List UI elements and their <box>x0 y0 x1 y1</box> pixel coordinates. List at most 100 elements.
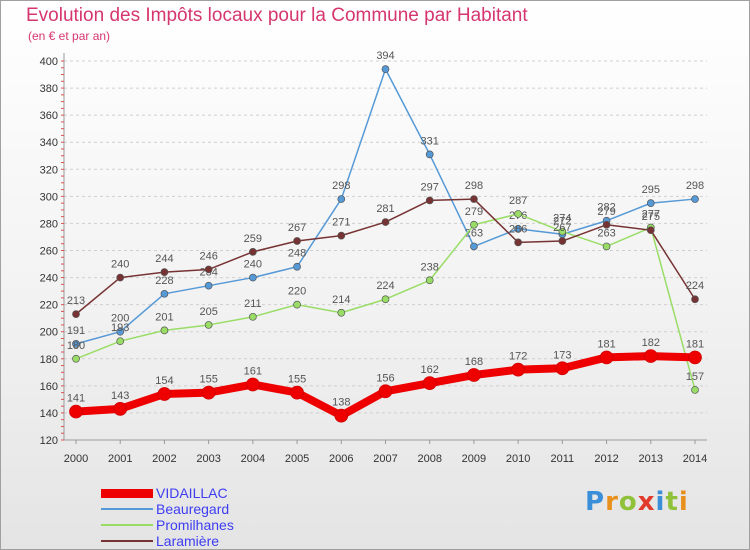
data-label-larami-re: 213 <box>67 295 85 307</box>
y-tick-label: 180 <box>40 354 58 366</box>
data-label-beauregard: 295 <box>642 184 660 196</box>
data-point-larami-re <box>691 295 699 304</box>
y-tick-label: 120 <box>40 435 58 447</box>
data-label-promilhanes: 205 <box>199 306 217 318</box>
data-point-promilhanes <box>514 210 522 218</box>
data-point-larami-re <box>204 265 213 274</box>
data-label-larami-re: 240 <box>111 259 129 271</box>
x-tick-label: 2011 <box>551 453 575 465</box>
data-point-promilhanes <box>116 337 125 346</box>
data-label-vidaillac: 161 <box>244 366 262 378</box>
legend-swatch-vidaillac <box>101 488 153 498</box>
data-point-beauregard <box>337 195 346 203</box>
data-label-larami-re: 266 <box>509 223 527 235</box>
data-label-promilhanes: 193 <box>111 322 129 334</box>
y-tick-label: 300 <box>40 191 58 203</box>
data-label-larami-re: 267 <box>553 222 571 234</box>
y-tick-label: 400 <box>40 56 58 68</box>
data-point-vidaillac <box>378 384 393 399</box>
y-tick-label: 240 <box>40 273 58 285</box>
data-point-vidaillac <box>422 376 437 390</box>
data-label-vidaillac: 182 <box>642 337 660 349</box>
data-label-larami-re: 267 <box>288 222 306 234</box>
x-tick-label: 2000 <box>64 453 88 465</box>
data-label-larami-re: 281 <box>376 203 394 215</box>
data-label-vidaillac: 162 <box>421 364 439 376</box>
data-point-promilhanes <box>425 276 434 285</box>
data-label-promilhanes: 279 <box>465 206 483 218</box>
data-label-vidaillac: 154 <box>155 375 173 387</box>
data-label-larami-re: 246 <box>199 250 217 262</box>
data-label-promilhanes: 180 <box>67 340 85 352</box>
logo-letter: i <box>678 487 689 517</box>
data-point-promilhanes <box>381 295 390 304</box>
data-point-promilhanes <box>558 227 567 236</box>
data-label-beauregard: 200 <box>111 313 129 325</box>
x-tick-label: 2010 <box>506 453 530 465</box>
data-label-promilhanes: 214 <box>332 294 350 306</box>
data-point-vidaillac <box>467 368 481 382</box>
data-label-beauregard: 228 <box>155 275 173 287</box>
data-label-beauregard: 282 <box>597 202 615 214</box>
y-tick-label: 280 <box>40 218 58 230</box>
data-point-beauregard <box>293 262 301 271</box>
data-label-promilhanes: 157 <box>686 371 704 383</box>
data-point-vidaillac <box>599 350 614 365</box>
x-tick-label: 2002 <box>152 453 176 465</box>
data-point-vidaillac <box>334 408 349 423</box>
chart-subtitle: (en € et par an) <box>28 29 111 43</box>
data-label-beauregard: 298 <box>686 180 704 192</box>
data-label-larami-re: 297 <box>421 181 439 193</box>
logo-letter: P <box>585 487 606 517</box>
data-label-larami-re: 259 <box>244 233 262 245</box>
data-point-beauregard <box>249 273 257 282</box>
data-label-promilhanes: 263 <box>597 227 615 239</box>
data-label-promilhanes: 287 <box>509 195 527 207</box>
y-tick-label: 320 <box>40 164 58 176</box>
data-label-vidaillac: 168 <box>465 356 483 368</box>
data-label-vidaillac: 155 <box>199 374 217 386</box>
data-label-vidaillac: 181 <box>597 338 615 350</box>
data-point-promilhanes <box>293 300 301 309</box>
x-tick-label: 2004 <box>241 453 265 465</box>
legend-label-vidaillac: VIDAILLAC <box>156 485 228 501</box>
data-label-promilhanes: 201 <box>155 311 173 323</box>
data-label-larami-re: 244 <box>155 253 173 265</box>
data-point-promilhanes <box>72 354 80 363</box>
data-point-vidaillac <box>246 377 260 392</box>
data-point-beauregard <box>204 281 213 290</box>
data-point-beauregard <box>381 65 390 73</box>
data-label-vidaillac: 155 <box>288 374 306 386</box>
x-tick-label: 2009 <box>462 453 486 465</box>
data-point-vidaillac <box>69 404 83 419</box>
data-label-promilhanes: 238 <box>421 261 439 273</box>
y-tick-label: 140 <box>40 408 58 420</box>
data-point-larami-re <box>381 218 390 226</box>
data-label-beauregard: 394 <box>376 50 394 62</box>
data-point-vidaillac <box>643 349 658 363</box>
data-point-promilhanes <box>249 312 257 321</box>
data-point-larami-re <box>337 231 346 240</box>
data-label-larami-re: 279 <box>597 206 615 218</box>
legend-label-beauregard: Beauregard <box>156 501 230 517</box>
y-tick-label: 360 <box>40 110 58 122</box>
data-label-beauregard: 240 <box>244 259 262 271</box>
data-point-promilhanes <box>337 308 346 317</box>
legend-label-promilhanes: Promilhanes <box>156 517 234 533</box>
data-point-vidaillac <box>113 402 128 416</box>
chart-title: Evolution des Impôts locaux pour la Comm… <box>26 5 528 26</box>
legend-swatch-promilhanes <box>101 524 153 526</box>
data-point-larami-re <box>425 196 434 205</box>
data-label-promilhanes: 274 <box>553 213 571 225</box>
data-point-beauregard <box>514 224 522 233</box>
data-point-larami-re <box>116 273 125 282</box>
logo-letter: x <box>637 487 656 517</box>
x-tick-label: 2001 <box>108 453 132 465</box>
logo-letter: i <box>655 487 666 517</box>
x-tick-label: 2005 <box>285 453 309 465</box>
data-point-vidaillac <box>290 385 304 400</box>
data-label-vidaillac: 156 <box>376 372 394 384</box>
data-label-larami-re: 224 <box>686 280 704 292</box>
data-point-larami-re <box>558 237 567 245</box>
